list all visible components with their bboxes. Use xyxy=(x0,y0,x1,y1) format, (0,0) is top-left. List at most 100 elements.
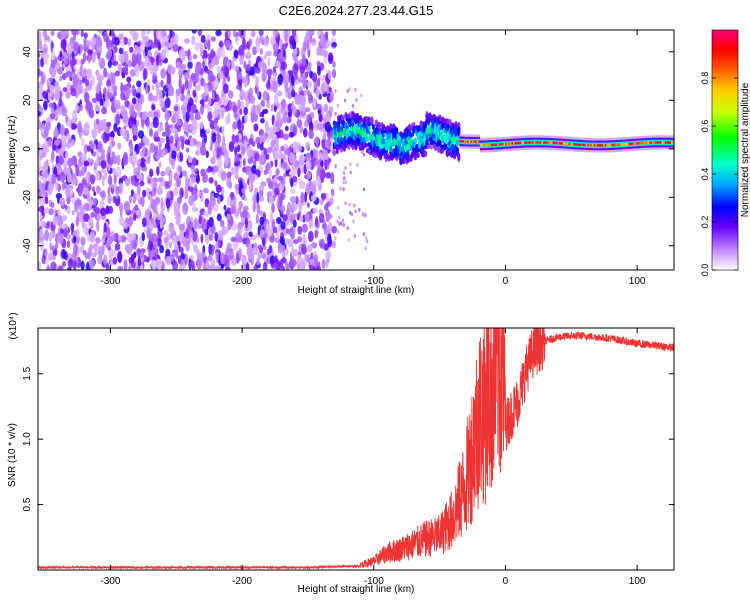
spectrogram-cell xyxy=(642,141,645,145)
spectrogram-cell xyxy=(236,71,243,80)
spectrogram-cell xyxy=(95,84,100,95)
snr-series-line xyxy=(38,328,674,570)
x-tick-label: 100 xyxy=(629,576,646,587)
spectrogram-cell xyxy=(232,121,238,130)
spectrogram-cell xyxy=(325,249,331,261)
spectrogram-cell xyxy=(149,142,156,153)
spectrogram-cell xyxy=(208,216,214,228)
spectrogram-cell xyxy=(214,232,219,242)
spectrogram-cell xyxy=(46,121,51,131)
spectrogram-cell xyxy=(62,87,68,93)
spectrogram-cell xyxy=(306,89,311,96)
spectrogram-cell xyxy=(457,126,461,132)
spectrogram-cell xyxy=(38,179,42,190)
spectrogram-cell xyxy=(354,118,358,125)
spectrogram-cell xyxy=(133,213,137,222)
spectrogram-cell xyxy=(139,251,145,259)
spectrogram-cell xyxy=(113,233,117,242)
spectrogram-cell xyxy=(264,120,269,133)
spectrogram-cell xyxy=(287,91,293,100)
spectrogram-cell xyxy=(280,244,286,253)
spectrogram-cell xyxy=(245,262,250,270)
spectrogram-cell xyxy=(392,152,396,159)
spectrogram-cell xyxy=(177,255,182,265)
spectrogram-cell xyxy=(57,265,64,270)
spectrogram-cell xyxy=(258,195,265,202)
spectrogram-cell xyxy=(98,56,103,67)
spectrogram-cell xyxy=(196,248,200,260)
spectrogram-cell xyxy=(208,177,214,184)
spectrogram-cell xyxy=(315,176,321,187)
spectrogram-cell xyxy=(213,102,220,112)
spectrogram-cell xyxy=(528,141,531,144)
spectrogram-cell xyxy=(112,60,119,66)
spectrogram-cell xyxy=(509,142,512,145)
spectrogram-cell xyxy=(249,95,256,104)
spectrogram-cell xyxy=(178,69,184,76)
spectrogram-cell xyxy=(190,72,197,81)
spectrogram-cell xyxy=(122,84,128,92)
spectrogram-cell xyxy=(289,151,295,164)
spectrogram-cell xyxy=(334,121,338,129)
spectrogram-cell xyxy=(55,242,59,250)
spectrogram-cell xyxy=(272,71,278,77)
spectrogram-cell xyxy=(175,215,181,226)
spectrogram-cell xyxy=(653,141,656,144)
spectrogram-cell xyxy=(324,31,329,38)
spectrogram-cell xyxy=(188,195,194,206)
spectrogram-cell xyxy=(495,143,498,146)
spectrogram-cell xyxy=(136,80,142,88)
spectrogram-cell xyxy=(240,145,245,156)
spectrogram-cell xyxy=(444,143,448,151)
spectrogram-cell xyxy=(216,65,222,73)
spectrogram-cell xyxy=(612,143,615,147)
spectrogram-cell xyxy=(343,98,347,103)
spectrogram-cell xyxy=(189,110,194,121)
spectrogram-cell xyxy=(581,143,583,146)
spectrogram-cell xyxy=(460,140,463,143)
spectrogram-cell xyxy=(636,142,639,145)
spectrogram-cell xyxy=(139,264,144,270)
spectrogram-cell xyxy=(113,248,117,258)
spectrogram-cell xyxy=(348,87,351,92)
spectrogram-cell xyxy=(468,140,471,143)
spectrogram-cell xyxy=(218,41,224,48)
spectrogram-cell xyxy=(280,205,286,213)
spectrogram-cell xyxy=(235,134,240,143)
spectrogram-cell xyxy=(298,210,302,216)
spectrogram-cell xyxy=(573,143,575,146)
spectrogram-cell xyxy=(326,131,332,138)
spectrogram-cell xyxy=(63,58,68,65)
spectrogram-cell xyxy=(315,135,319,148)
spectrogram-cell xyxy=(227,112,231,124)
spectrogram-cell xyxy=(666,141,669,144)
spectrogram-cell xyxy=(272,30,278,38)
spectrogram-cell xyxy=(128,194,132,204)
spectrogram-cell xyxy=(75,216,80,227)
spectrogram-cell xyxy=(159,137,165,144)
spectrogram-cell xyxy=(165,90,169,98)
spectrogram-cell xyxy=(157,125,161,135)
spectrogram-cell xyxy=(160,150,165,158)
spectrogram-cell xyxy=(593,144,596,147)
spectrogram-cell xyxy=(320,198,324,206)
spectrogram-cell xyxy=(54,139,60,147)
spectrogram-cell xyxy=(157,177,163,183)
spectrogram-cell xyxy=(172,235,177,246)
spectrogram-cell xyxy=(579,143,582,146)
spectrogram-image xyxy=(38,30,674,270)
spectrogram-cell xyxy=(122,221,129,230)
spectrogram-cell xyxy=(200,233,204,244)
spectrogram-cell xyxy=(207,70,214,83)
spectrogram-cell xyxy=(91,51,96,63)
spectrogram-cell xyxy=(158,237,162,247)
y-tick-label: 0.5 xyxy=(22,497,33,511)
spectrogram-cell xyxy=(307,230,314,243)
spectrogram-cell xyxy=(185,111,190,123)
spectrogram-cell xyxy=(256,203,261,214)
spectrogram-cell xyxy=(367,126,371,131)
spectrogram-cell xyxy=(128,265,132,270)
spectrogram-cell xyxy=(639,142,642,145)
spectrogram-cell xyxy=(316,122,324,131)
spectrogram-cell xyxy=(513,142,515,145)
